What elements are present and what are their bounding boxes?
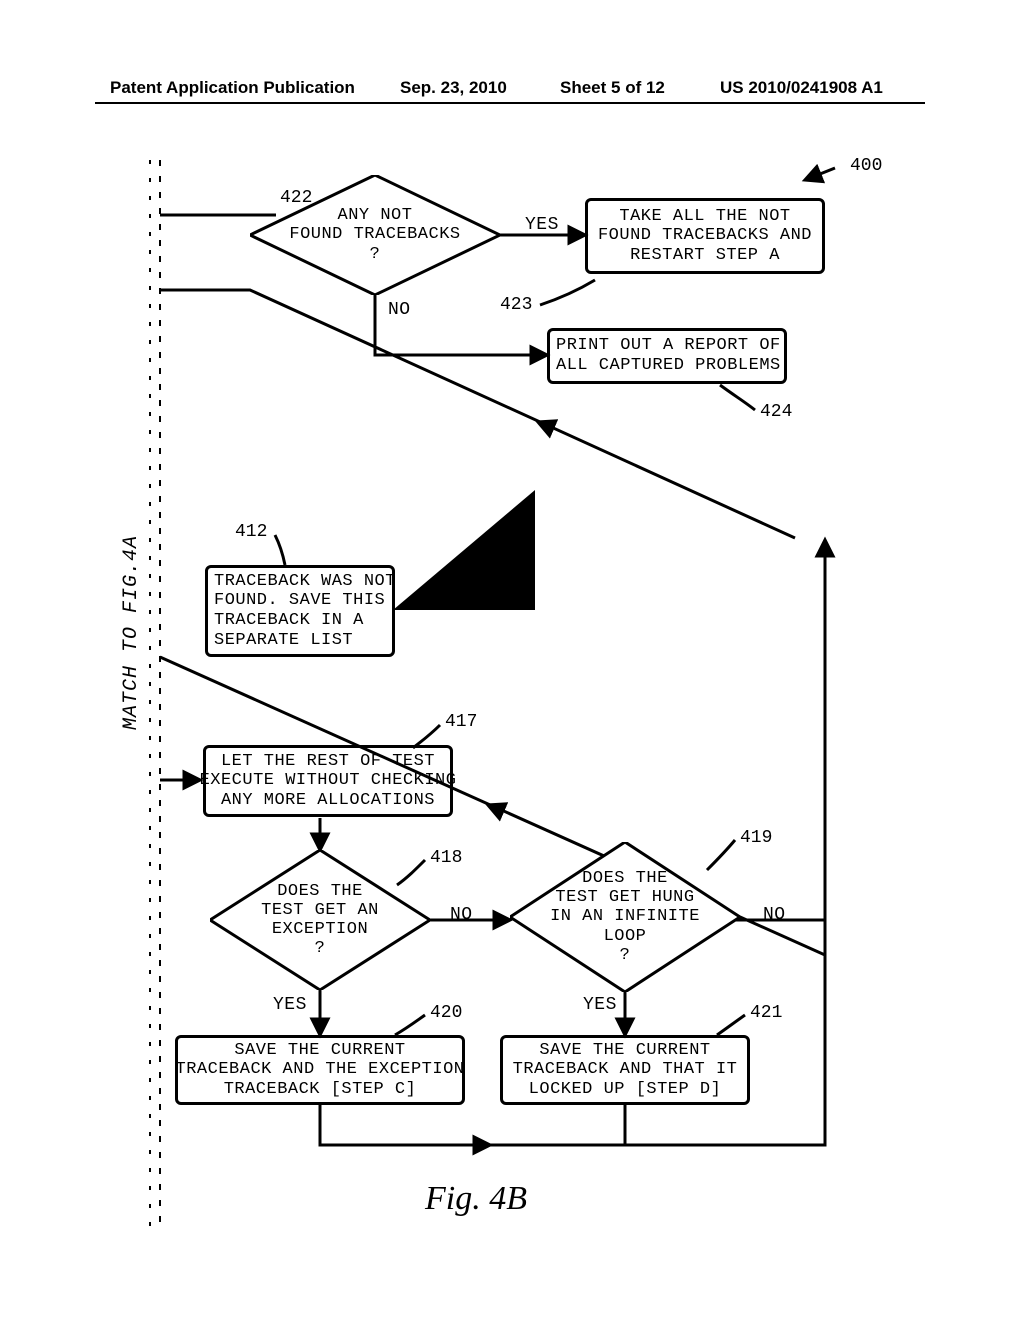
ref-422: 422 bbox=[280, 188, 312, 208]
decision-419-text: DOES THE TEST GET HUNG IN AN INFINITE LO… bbox=[550, 869, 700, 964]
process-417-text: LET THE REST OF TEST EXECUTE WITHOUT CHE… bbox=[200, 752, 457, 811]
figure-caption: Fig. 4B bbox=[425, 1180, 527, 1218]
process-424-text: PRINT OUT A REPORT OF ALL CAPTURED PROBL… bbox=[556, 336, 781, 375]
label-418-no: NO bbox=[450, 905, 473, 925]
ref-421: 421 bbox=[750, 1003, 782, 1023]
label-422-no: NO bbox=[388, 300, 411, 320]
label-418-yes: YES bbox=[273, 995, 307, 1015]
ref-423: 423 bbox=[500, 295, 532, 315]
ref-420: 420 bbox=[430, 1003, 462, 1023]
header-date: Sep. 23, 2010 bbox=[400, 78, 507, 98]
header-rule bbox=[95, 102, 925, 104]
ref-417: 417 bbox=[445, 712, 477, 732]
process-412: TRACEBACK WAS NOT FOUND. SAVE THIS TRACE… bbox=[205, 565, 395, 657]
label-419-no: NO bbox=[763, 905, 786, 925]
ref-400: 400 bbox=[850, 156, 882, 176]
header-publication: Patent Application Publication bbox=[110, 78, 355, 98]
decision-418: DOES THE TEST GET AN EXCEPTION ? bbox=[210, 850, 430, 990]
process-423-text: TAKE ALL THE NOT FOUND TRACEBACKS AND RE… bbox=[598, 207, 812, 266]
process-424: PRINT OUT A REPORT OF ALL CAPTURED PROBL… bbox=[547, 328, 787, 384]
ref-418: 418 bbox=[430, 848, 462, 868]
label-422-yes: YES bbox=[525, 215, 559, 235]
process-420-text: SAVE THE CURRENT TRACEBACK AND THE EXCEP… bbox=[176, 1041, 465, 1100]
process-420: SAVE THE CURRENT TRACEBACK AND THE EXCEP… bbox=[175, 1035, 465, 1105]
process-417: LET THE REST OF TEST EXECUTE WITHOUT CHE… bbox=[203, 745, 453, 817]
page: Patent Application Publication Sep. 23, … bbox=[0, 0, 1024, 1320]
decision-422-text: ANY NOT FOUND TRACEBACKS ? bbox=[289, 206, 460, 263]
header-sheet: Sheet 5 of 12 bbox=[560, 78, 665, 98]
process-421-text: SAVE THE CURRENT TRACEBACK AND THAT IT L… bbox=[513, 1041, 738, 1100]
label-419-yes: YES bbox=[583, 995, 617, 1015]
decision-419: DOES THE TEST GET HUNG IN AN INFINITE LO… bbox=[510, 842, 740, 992]
ref-412: 412 bbox=[235, 522, 267, 542]
header-docnum: US 2010/0241908 A1 bbox=[720, 78, 883, 98]
ref-419: 419 bbox=[740, 828, 772, 848]
process-423: TAKE ALL THE NOT FOUND TRACEBACKS AND RE… bbox=[585, 198, 825, 274]
process-412-text: TRACEBACK WAS NOT FOUND. SAVE THIS TRACE… bbox=[214, 572, 396, 650]
flowchart-diagram: 400 ANY NOT FOUND TRACEBACKS ? 422 YES N… bbox=[95, 160, 925, 1230]
decision-418-text: DOES THE TEST GET AN EXCEPTION ? bbox=[261, 882, 379, 958]
side-label-match: MATCH TO FIG.4A bbox=[120, 535, 143, 730]
process-421: SAVE THE CURRENT TRACEBACK AND THAT IT L… bbox=[500, 1035, 750, 1105]
ref-424: 424 bbox=[760, 402, 792, 422]
